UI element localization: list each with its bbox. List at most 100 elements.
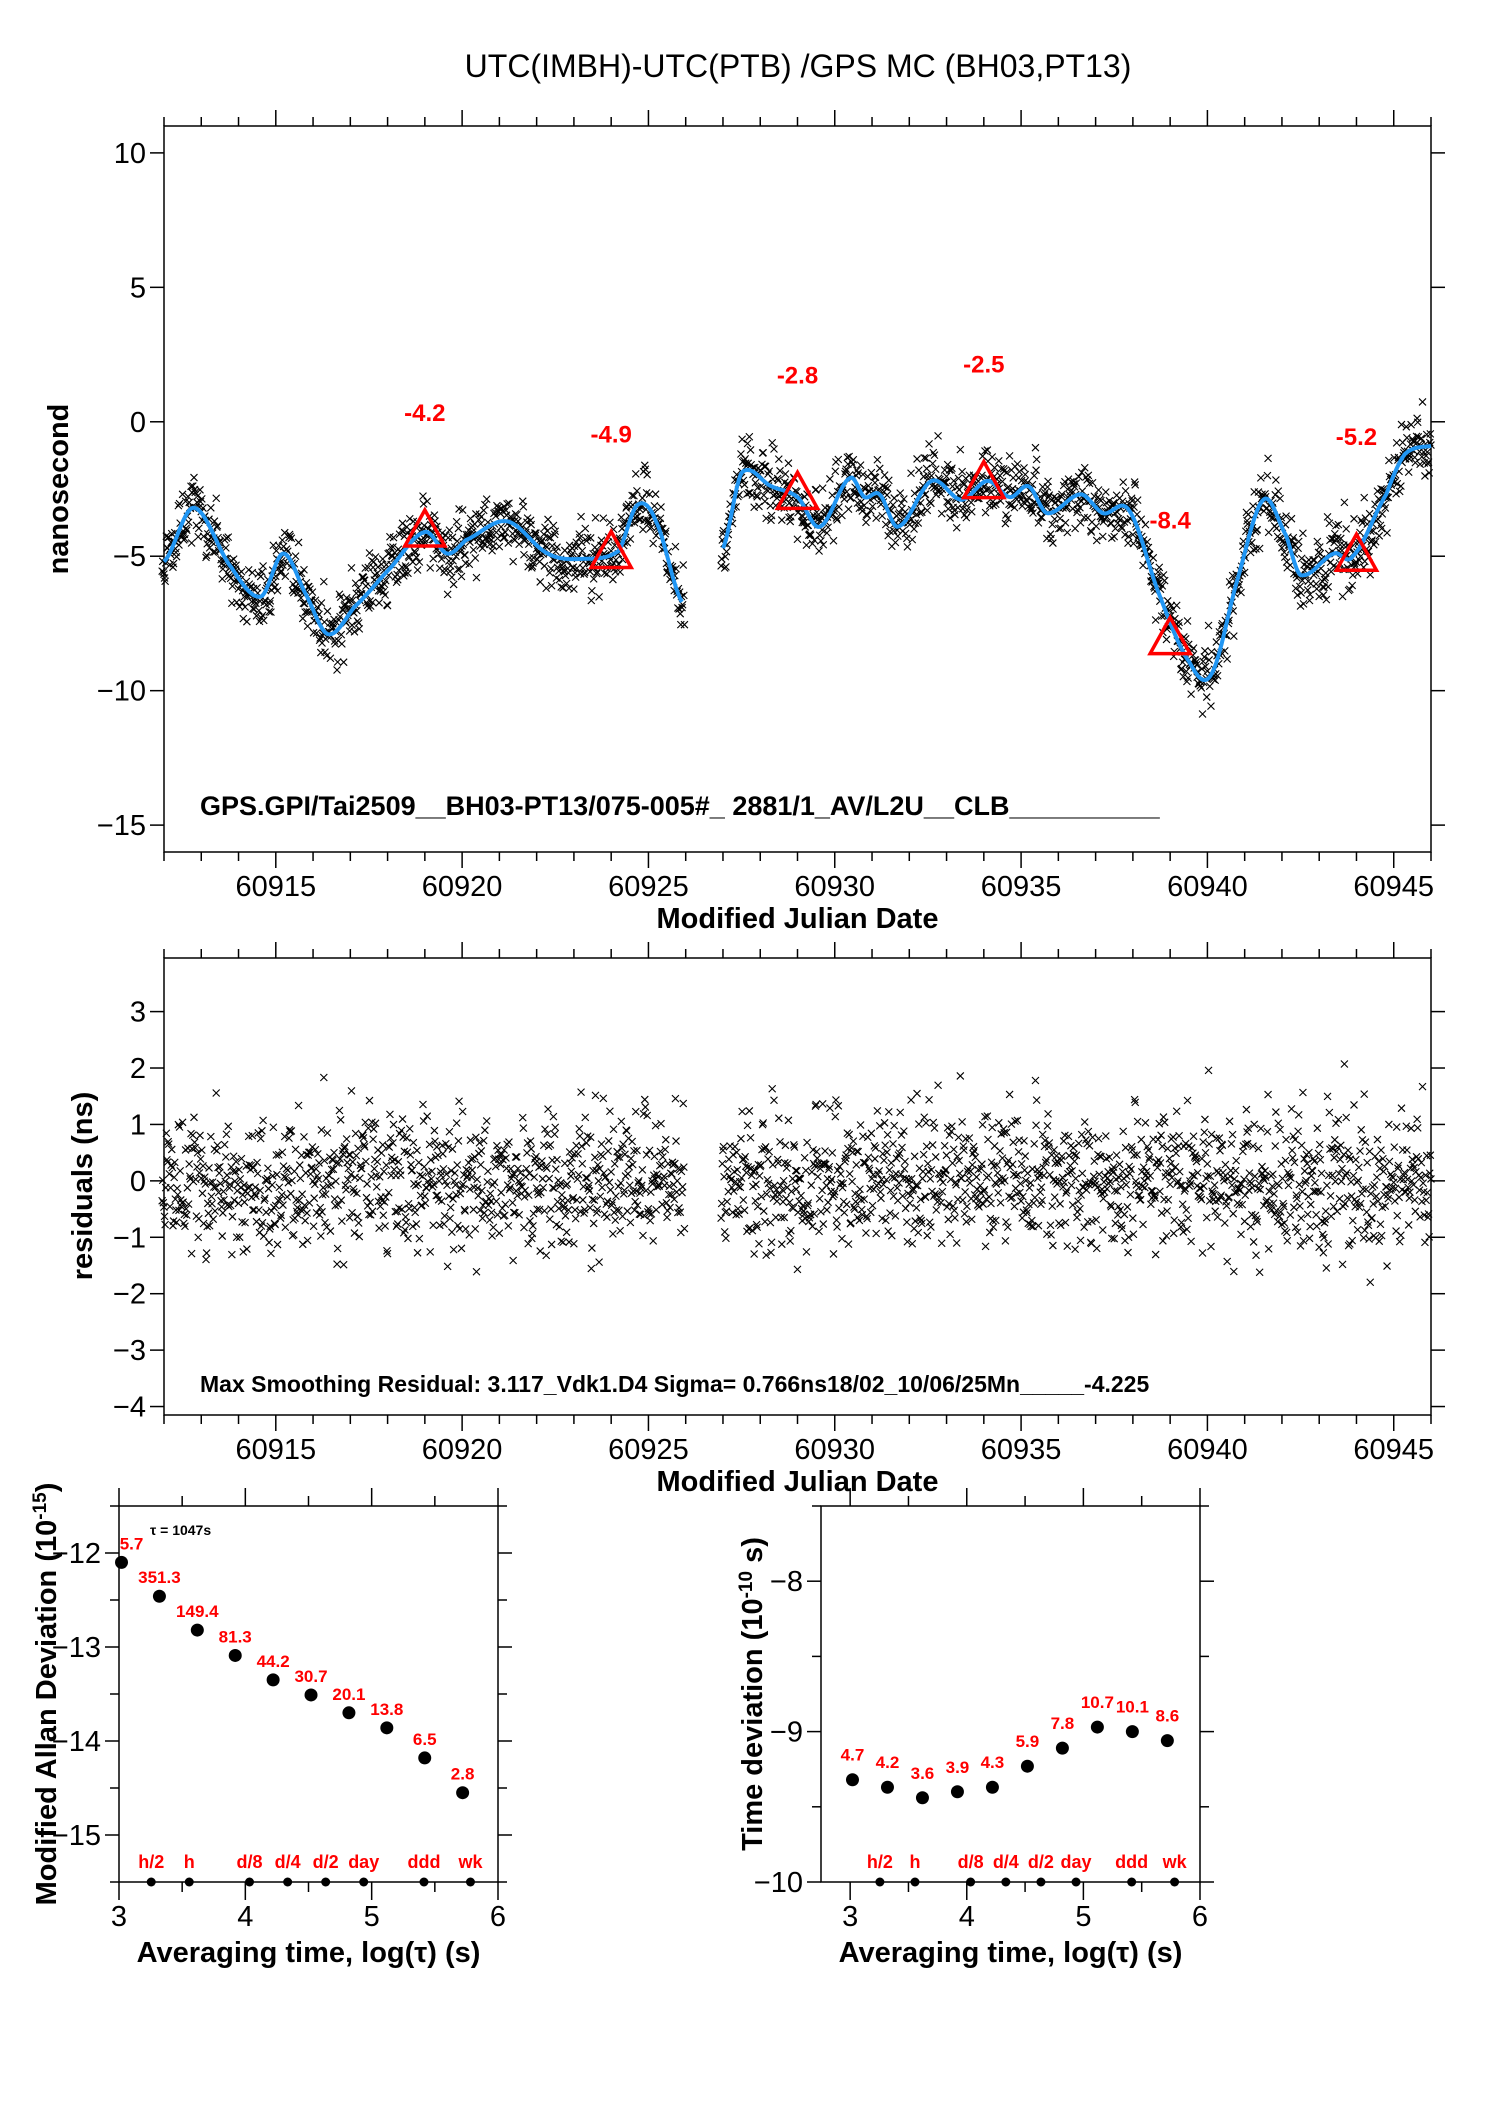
residual-point [729, 1150, 738, 1159]
residual-point [645, 1146, 654, 1155]
data-point [806, 531, 815, 540]
data-point [770, 445, 778, 453]
residual-point [207, 1192, 216, 1201]
residual-point [666, 1203, 674, 1212]
residual-point [188, 1131, 197, 1139]
y-tick-label: −1 [113, 1222, 146, 1254]
data-point [680, 620, 689, 629]
data-point [841, 469, 849, 478]
data-point [547, 564, 555, 573]
residual-point [1222, 1201, 1231, 1210]
data-point [454, 524, 463, 533]
data-point [194, 524, 203, 533]
residual-point [539, 1141, 548, 1150]
residual-point [330, 1195, 339, 1203]
residual-point [1046, 1221, 1055, 1230]
residual-point [390, 1155, 399, 1164]
residual-point [444, 1192, 453, 1201]
residual-point [1010, 1202, 1019, 1211]
residual-point [934, 1081, 942, 1090]
residual-point [640, 1095, 649, 1104]
residual-point [826, 1178, 835, 1186]
data-point [721, 552, 730, 561]
data-point [956, 445, 965, 454]
data-point [872, 514, 881, 523]
data-point [1002, 468, 1011, 477]
residual-point [1001, 1236, 1010, 1245]
residual-point [1050, 1193, 1059, 1202]
residual-point [540, 1207, 549, 1215]
data-point [419, 499, 428, 508]
residual-point [1336, 1141, 1345, 1150]
residual-point [890, 1121, 899, 1130]
residual-point [770, 1096, 778, 1105]
data-point [911, 519, 920, 527]
residual-point [511, 1153, 520, 1161]
residual-point [792, 1166, 801, 1175]
deviation-point [190, 1623, 204, 1637]
data-point [592, 569, 601, 578]
residual-point [185, 1160, 194, 1168]
data-point [1264, 454, 1272, 463]
residual-point [1229, 1209, 1238, 1218]
data-point [448, 533, 457, 542]
data-point [1274, 487, 1283, 495]
deviation-point [342, 1706, 356, 1720]
residual-point [1063, 1242, 1072, 1250]
data-point [375, 598, 384, 607]
data-point [922, 464, 931, 473]
residual-point [445, 1127, 454, 1136]
residual-point [213, 1141, 222, 1150]
residual-point [381, 1222, 390, 1230]
residual-point [614, 1182, 623, 1191]
residual-point [1258, 1162, 1266, 1171]
data-point [812, 485, 820, 494]
data-point [182, 524, 191, 533]
residual-point [844, 1240, 853, 1249]
point-label: 3.9 [946, 1758, 970, 1777]
data-point [759, 448, 768, 457]
residual-point [197, 1146, 206, 1154]
y-axis-title: residuals (ns) [67, 1092, 99, 1281]
residual-point [469, 1205, 478, 1214]
residual-point [1390, 1143, 1399, 1151]
residual-point [961, 1187, 970, 1196]
residual-point [1101, 1132, 1110, 1140]
data-point [265, 599, 274, 608]
residual-point [918, 1174, 927, 1183]
data-point [878, 511, 887, 520]
data-point [678, 603, 686, 612]
residual-point [1342, 1169, 1351, 1177]
residual-point [985, 1193, 994, 1201]
data-point [491, 512, 500, 520]
data-point [504, 539, 513, 547]
data-point [323, 607, 332, 616]
data-point [768, 438, 777, 447]
residual-point [1323, 1092, 1332, 1101]
residual-point [199, 1161, 207, 1170]
residual-point [1105, 1153, 1114, 1161]
residual-point [1169, 1229, 1178, 1238]
residual-point [259, 1232, 268, 1240]
data-point [883, 484, 892, 493]
residual-point [1037, 1183, 1046, 1192]
residual-point [616, 1226, 625, 1235]
data-point [1229, 632, 1238, 641]
data-point [831, 467, 840, 476]
data-point [988, 453, 997, 461]
data-point [750, 503, 759, 512]
point-label: 4.7 [841, 1746, 865, 1765]
residual-point [737, 1134, 745, 1143]
residual-point [222, 1130, 231, 1139]
residual-point [183, 1183, 192, 1192]
residual-point [426, 1247, 435, 1256]
data-point [368, 598, 377, 607]
residual-point [446, 1203, 455, 1212]
data-point [862, 518, 870, 527]
residual-point [443, 1262, 452, 1271]
time-deviation-plot: 3 4 5 6 −8 −9 −10 Averaging time, log(τ) (s) Tim… [736, 1488, 1214, 1969]
residual-point [1316, 1155, 1325, 1164]
residual-point [948, 1159, 957, 1168]
data-point [896, 489, 905, 498]
residual-point [298, 1190, 307, 1199]
